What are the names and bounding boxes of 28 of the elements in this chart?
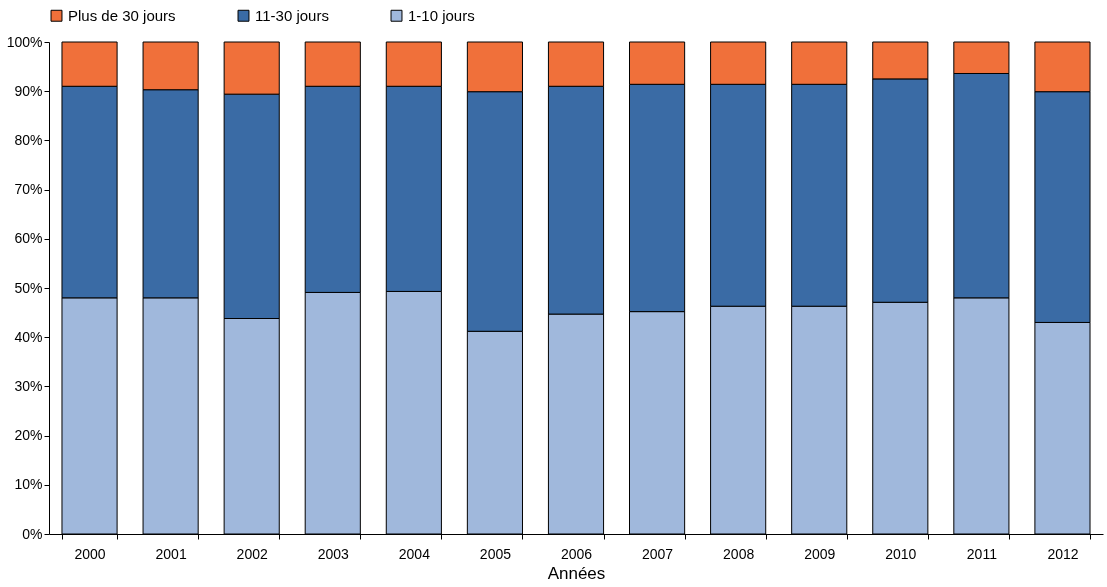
y-tick-label: 70%: [14, 181, 43, 198]
x-tick-label: 2002: [236, 545, 268, 562]
x-tick-label: 2000: [74, 545, 106, 562]
x-tick-label: 2001: [155, 545, 187, 562]
x-tick-label: 2008: [723, 545, 755, 562]
x-tick-label: 2009: [804, 545, 836, 562]
y-tick-label: 50%: [14, 279, 43, 296]
y-tick-label: 0%: [22, 525, 43, 542]
y-tick-label: 60%: [14, 230, 43, 247]
x-tick-label: 2007: [642, 545, 674, 562]
y-tick-label: 90%: [14, 82, 43, 99]
x-tick-label: 2010: [885, 545, 917, 562]
y-tick-label: 30%: [14, 377, 43, 394]
x-tick-label: 2011: [966, 545, 998, 562]
legend-label: 1-10 jours: [408, 6, 475, 24]
x-tick-label: 2005: [479, 545, 512, 562]
legend-label: Plus de 30 jours: [68, 6, 176, 24]
x-axis-title: Années: [547, 563, 606, 583]
x-tick-label: 2006: [560, 545, 593, 562]
y-tick-label: 20%: [14, 427, 43, 444]
y-tick-label: 10%: [14, 476, 43, 493]
y-tick-label: 100%: [6, 33, 43, 50]
legend-label: 11-30 jours: [255, 6, 329, 24]
y-tick-label: 40%: [14, 328, 43, 345]
x-tick-label: 2004: [398, 545, 431, 562]
x-tick-label: 2012: [1047, 545, 1079, 562]
y-tick-label: 80%: [14, 131, 43, 148]
x-tick-label: 2003: [317, 545, 350, 562]
